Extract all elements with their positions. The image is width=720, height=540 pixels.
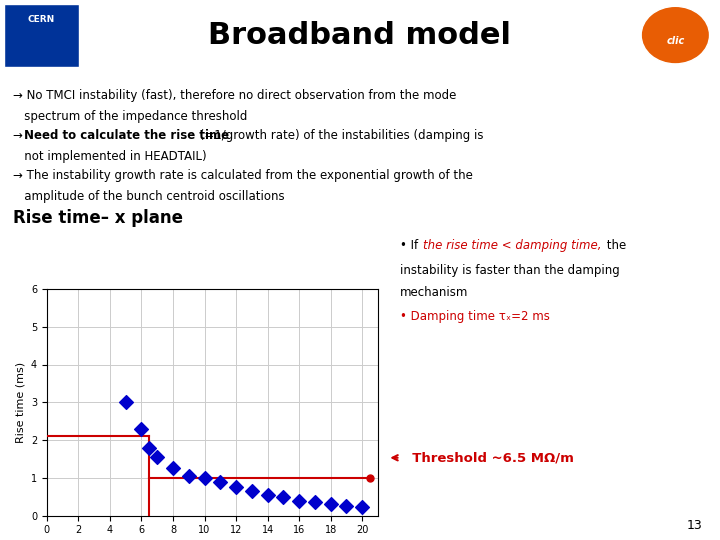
Point [309, 498, 320, 507]
Point [151, 453, 163, 461]
Point [341, 502, 352, 511]
Text: → No TMCI instability (fast), therefore no direct observation from the mode: → No TMCI instability (fast), therefore … [13, 89, 456, 102]
Text: →: → [13, 129, 27, 142]
Point [143, 443, 155, 452]
Text: spectrum of the impedance threshold: spectrum of the impedance threshold [13, 110, 248, 123]
Point [262, 490, 274, 499]
Text: Broadband model: Broadband model [209, 21, 511, 50]
Text: Rise time– x plane: Rise time– x plane [13, 209, 183, 227]
Y-axis label: Rise time (ms): Rise time (ms) [15, 362, 25, 443]
FancyBboxPatch shape [4, 3, 79, 66]
Point [356, 503, 368, 512]
Text: Threshold ~6.5 MΩ/m: Threshold ~6.5 MΩ/m [392, 451, 574, 464]
Text: • If: • If [400, 239, 421, 252]
Text: the: the [603, 239, 626, 252]
Text: (=1/growth rate) of the instabilities (damping is: (=1/growth rate) of the instabilities (d… [196, 129, 483, 142]
Point [135, 424, 147, 433]
Text: → The instability growth rate is calculated from the exponential growth of the: → The instability growth rate is calcula… [13, 169, 473, 182]
Point [167, 464, 179, 473]
Point [199, 474, 210, 482]
Text: amplitude of the bunch centroid oscillations: amplitude of the bunch centroid oscillat… [13, 190, 284, 203]
Text: 13: 13 [686, 518, 702, 531]
Text: instability is faster than the damping: instability is faster than the damping [400, 264, 619, 277]
Text: mechanism: mechanism [400, 286, 468, 299]
Point [215, 477, 226, 486]
Text: • Damping time τₓ=2 ms: • Damping time τₓ=2 ms [400, 310, 549, 323]
Point [230, 483, 242, 491]
Text: the rise time < damping time,: the rise time < damping time, [423, 239, 601, 252]
Point [246, 487, 258, 496]
Ellipse shape [641, 6, 710, 64]
Point [293, 496, 305, 505]
Point [183, 472, 194, 481]
Text: Need to calculate the rise time: Need to calculate the rise time [24, 129, 229, 142]
Point [278, 492, 289, 501]
Text: clic: clic [666, 36, 685, 46]
Point [120, 398, 132, 407]
Point [325, 500, 336, 509]
Text: not implemented in HEADTAIL): not implemented in HEADTAIL) [13, 150, 207, 163]
Text: CERN: CERN [27, 15, 55, 24]
